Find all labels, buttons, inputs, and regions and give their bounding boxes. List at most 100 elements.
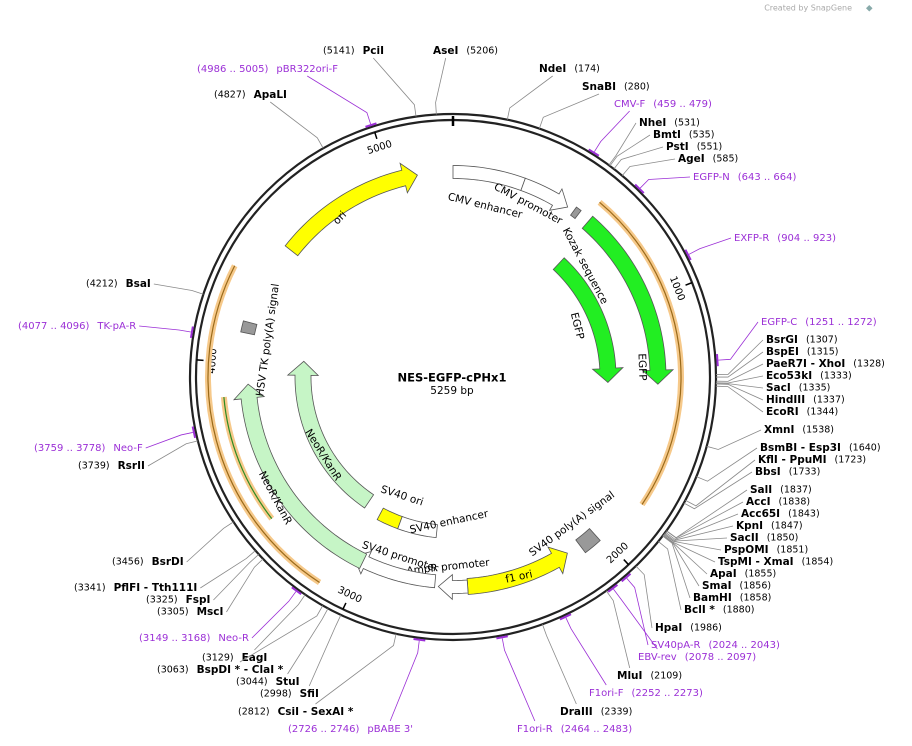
leader-line [251, 591, 297, 639]
leader-line [186, 521, 234, 563]
site-label: (4827) ApaLI [214, 89, 324, 149]
site-name: SacI [766, 382, 791, 394]
leader-line [639, 176, 691, 189]
site-label: BspEI (1315) [715, 346, 838, 378]
site-position: (1333) [820, 371, 852, 382]
site-position: (4212) [86, 279, 118, 290]
site-name: MscI [197, 606, 224, 618]
credit-logo: ◆ [866, 4, 873, 14]
primer-mark [191, 426, 197, 439]
site-label: SmaI (1856) [662, 535, 771, 592]
site-label: (3063) BspDI * - ClaI * [157, 605, 324, 676]
site-label: EGFP-N (643 .. 664) [639, 172, 797, 189]
tick-mark [685, 281, 693, 286]
site-name: BspEI [766, 346, 799, 358]
site-name: BspDI * - ClaI * [197, 664, 284, 676]
site-name: DraIII [560, 706, 593, 718]
primer-mark [189, 326, 194, 339]
leader-line [226, 558, 264, 613]
site-name: SmaI [702, 580, 732, 592]
site-position: (280) [624, 82, 650, 93]
site-position: (3129) [202, 653, 234, 664]
primer-mark [559, 613, 572, 621]
feature-label: HSV TK poly(A) signal [254, 283, 282, 397]
site-name: ApaI [710, 568, 737, 580]
site-name: Neo-F [113, 443, 143, 454]
site-label: (4212) BsaI [86, 278, 204, 295]
leader-line [139, 325, 191, 333]
site-label: (3759 .. 3778) Neo-F [34, 432, 193, 454]
leader-line [696, 447, 758, 482]
site-position: (459 .. 479) [653, 99, 712, 110]
site-name: TspMI - XmaI [718, 556, 794, 568]
leader-line [718, 321, 759, 361]
leader-line [287, 608, 329, 675]
site-name: BamHI [693, 592, 732, 604]
site-position: (1328) [853, 359, 885, 370]
leader-line [307, 75, 372, 125]
site-position: (1344) [807, 407, 839, 418]
feature-shape [581, 215, 675, 385]
feature-shape [397, 516, 438, 539]
leader-line [506, 75, 553, 120]
leader-line [200, 550, 256, 589]
leader-line [683, 471, 753, 510]
site-name: SalI [750, 484, 772, 496]
site-name: KpnI [736, 520, 763, 532]
site-name: pBABE 3' [367, 724, 413, 735]
leader-line [706, 429, 762, 450]
site-name: SnaBI [582, 81, 616, 93]
site-position: (5141) [323, 46, 355, 57]
leader-line [147, 440, 198, 467]
site-label: SV40pA-R (2024 .. 2043) [626, 578, 780, 651]
feature-shape [286, 360, 375, 509]
site-label: AgeI (585) [621, 153, 738, 176]
site-name: PspOMI [724, 544, 769, 556]
site-name: EGFP-C [761, 317, 797, 328]
site-position: (1733) [789, 467, 821, 478]
site-position: (1640) [849, 443, 881, 454]
leader-line [373, 57, 417, 117]
site-name: NdeI [539, 63, 566, 75]
site-label: XmnI (1538) [706, 424, 834, 450]
feature-label: SV40 poly(A) signal [527, 489, 617, 559]
leader-line [621, 158, 676, 176]
leader-line [153, 283, 204, 295]
feature-shape [552, 257, 624, 383]
tick-mark [374, 131, 378, 140]
feature-label: EGFP [568, 311, 586, 340]
site-name: pBR322ori-F [276, 64, 338, 75]
leader-line [662, 535, 700, 587]
primer-mark [413, 638, 426, 642]
site-position: (551) [697, 142, 723, 153]
site-name: AccI [746, 496, 770, 508]
feature-shape [376, 507, 403, 530]
credit: Created by SnapGene [764, 4, 852, 13]
site-position: (1847) [771, 521, 803, 532]
site-name: XmnI [764, 424, 794, 436]
site-label: Acc65I (1843) [665, 508, 820, 540]
leader-line [665, 513, 739, 540]
feature-label: f1 ori [504, 568, 533, 585]
site-position: (1337) [813, 395, 845, 406]
leader-line [605, 590, 631, 669]
site-name: AgeI [678, 153, 705, 165]
site-label: CMV-F (459 .. 479) [594, 99, 712, 152]
site-position: (3044) [236, 677, 268, 688]
leader-line [594, 110, 630, 152]
leader-line [715, 375, 764, 384]
site-name: EGFP-N [693, 172, 730, 183]
site-label: (4077 .. 4096) TK-pA-R [18, 321, 191, 333]
primer-mark [621, 573, 632, 583]
site-position: (3759 .. 3778) [34, 443, 106, 454]
leader-line [663, 533, 722, 551]
site-position: (2339) [601, 707, 633, 718]
site-label: NdeI (174) [506, 63, 600, 120]
site-position: (643 .. 664) [738, 172, 797, 183]
site-label: (3739) RsrII [78, 440, 198, 472]
site-label: SnaBI (280) [538, 81, 650, 129]
site-name: HpaI [655, 622, 682, 634]
leader-line [658, 541, 682, 611]
site-position: (2109) [650, 671, 682, 682]
site-name: PciI [363, 45, 384, 57]
